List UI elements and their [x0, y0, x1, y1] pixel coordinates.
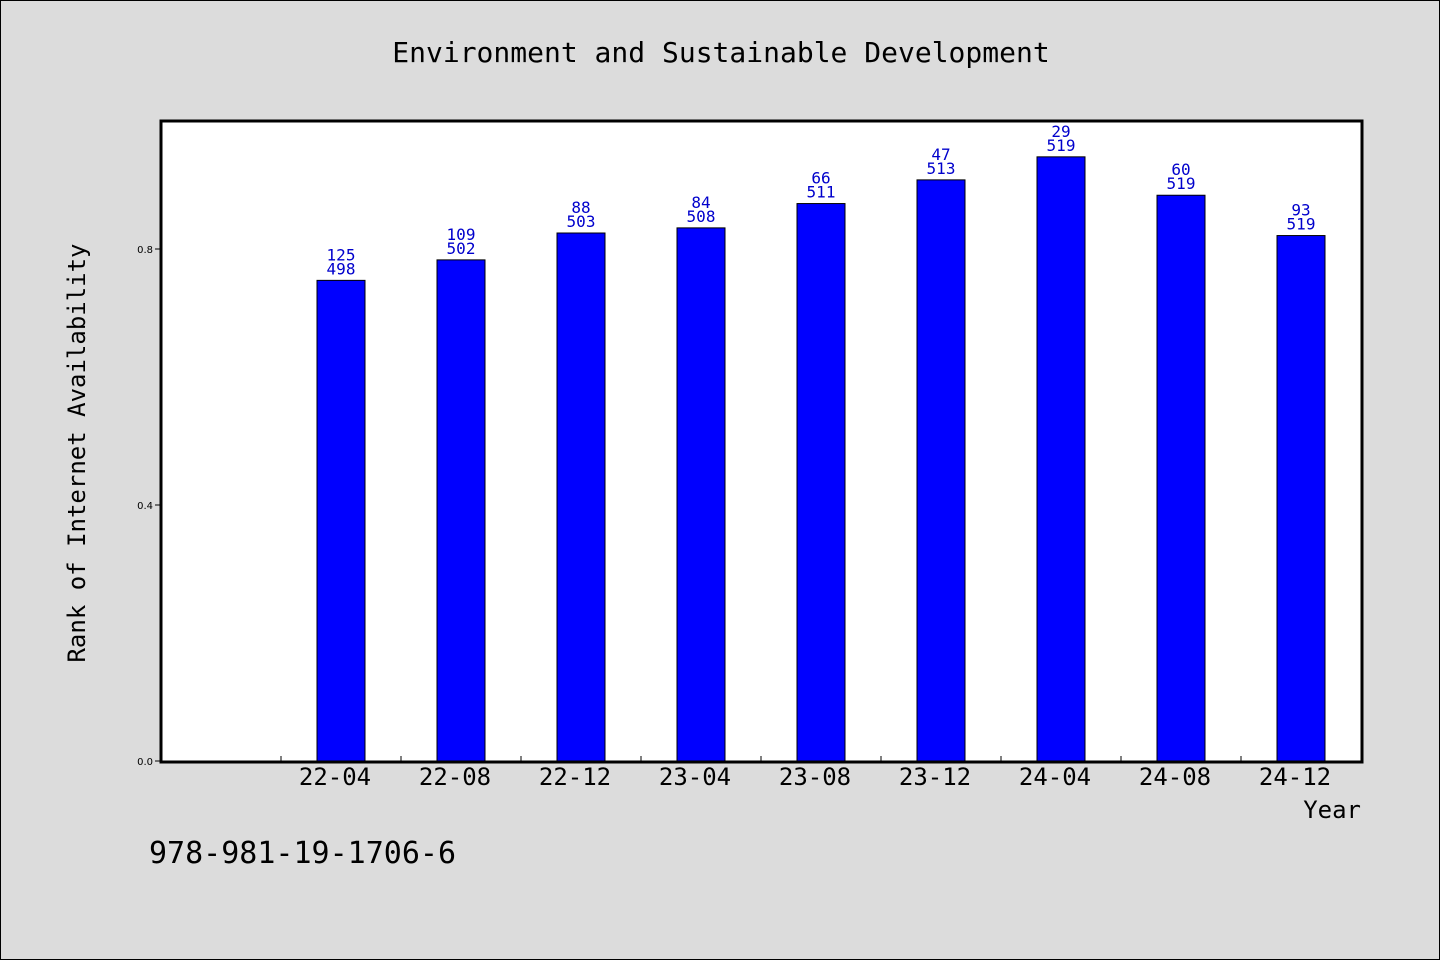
bar-label-bottom: 519: [1287, 215, 1316, 234]
x-tick-label: 24-12: [1259, 763, 1331, 791]
bar-label-top: 84: [691, 193, 710, 212]
y-axis-label: Rank of Internet Availability: [63, 243, 91, 662]
x-tick-label: 24-08: [1139, 763, 1211, 791]
bar-label-bottom: 519: [1047, 136, 1076, 155]
bar-label-top: 109: [447, 225, 476, 244]
bar-label-bottom: 503: [567, 212, 596, 231]
bar-22-12: [556, 232, 606, 762]
bar-22-04: [316, 279, 366, 762]
bar-24-08: [1156, 194, 1206, 762]
bar-label-top: 29: [1051, 122, 1070, 141]
bar-label-top: 88: [571, 198, 590, 217]
bar-label-bottom: 513: [927, 159, 956, 178]
bar-24-04: [1036, 156, 1086, 762]
y-tick-label: 0.0: [137, 757, 153, 768]
x-tick-label: 22-04: [299, 763, 371, 791]
x-tick-label: 22-12: [539, 763, 611, 791]
bar-label-top: 66: [811, 169, 830, 188]
bar-label-top: 47: [931, 145, 950, 164]
bar-24-12: [1276, 235, 1326, 762]
bar-label-top: 125: [327, 245, 356, 264]
bar-label-bottom: 508: [687, 207, 716, 226]
x-tick-label: 23-12: [899, 763, 971, 791]
x-tick-label: 23-08: [779, 763, 851, 791]
bar-label-bottom: 498: [327, 259, 356, 278]
footnote-isbn: 978-981-19-1706-6: [149, 836, 456, 871]
x-tick-label: 24-04: [1019, 763, 1091, 791]
x-tick-label: 23-04: [659, 763, 731, 791]
bar-labels: 1254981095028850384508665114751329519605…: [327, 122, 1316, 279]
bar-label-top: 60: [1171, 160, 1190, 179]
bar-label-bottom: 511: [807, 183, 836, 202]
chart-title: Environment and Sustainable Development: [392, 36, 1049, 69]
bar-22-08: [436, 259, 486, 762]
bar-23-08: [796, 203, 846, 762]
x-axis-label: Year: [1303, 796, 1361, 824]
bars: [316, 156, 1326, 762]
x-axis-ticks: 22-04 22-08 22-12 23-04 23-08 23-12 24-04 24-08…: [280, 756, 1362, 791]
x-tick-label: 22-08: [419, 763, 491, 791]
bar-23-04: [676, 227, 726, 762]
bar-label-top: 93: [1291, 201, 1310, 220]
bar-label-bottom: 519: [1167, 174, 1196, 193]
y-axis-ticks: 0.0 0.4 0.8: [137, 245, 161, 768]
bar-23-12: [916, 179, 966, 762]
y-tick-label: 0.8: [137, 245, 153, 256]
bar-label-bottom: 502: [447, 239, 476, 258]
y-tick-label: 0.4: [137, 501, 153, 512]
